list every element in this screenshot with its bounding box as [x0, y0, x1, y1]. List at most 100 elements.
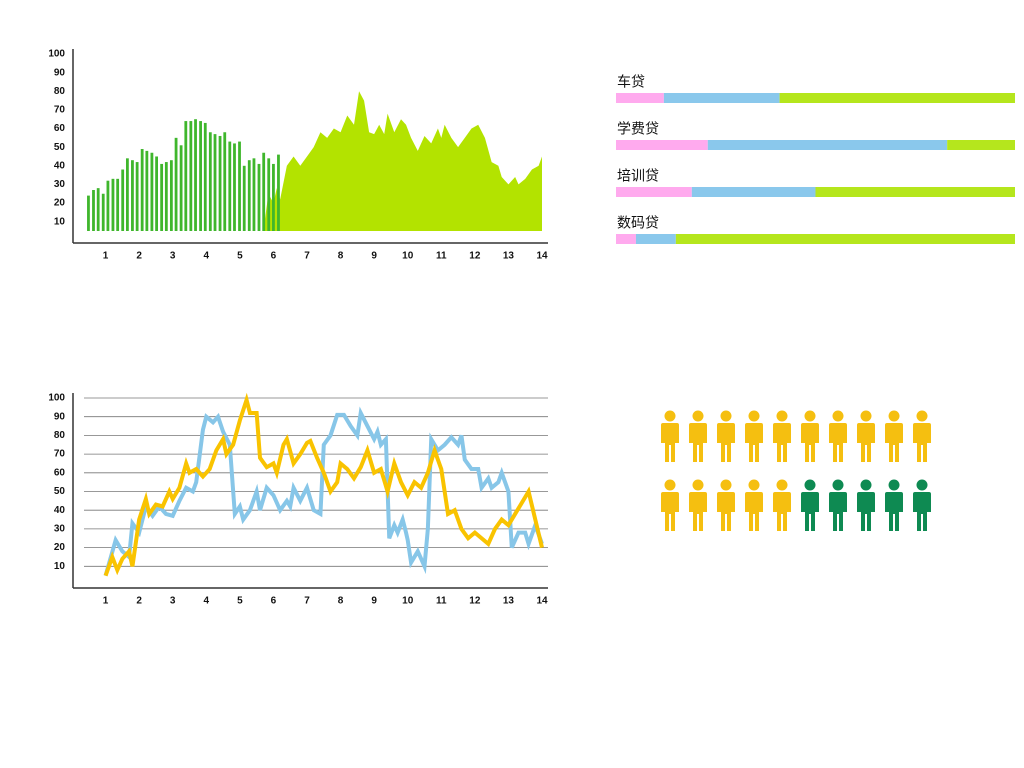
x-tick-label: 2 — [136, 251, 142, 262]
icon-head — [776, 479, 788, 491]
icon-body — [773, 423, 791, 462]
x-tick-label: 12 — [469, 596, 481, 607]
bar-segment — [691, 187, 816, 197]
icon-head — [776, 410, 788, 422]
category-label: 培训贷 — [617, 168, 659, 184]
bar-segment — [675, 234, 1015, 244]
icon-body — [689, 423, 707, 462]
bar-segment — [815, 187, 1015, 197]
icon-body — [885, 492, 903, 531]
bar-segment — [616, 140, 708, 150]
line — [103, 406, 544, 577]
bar — [184, 121, 188, 231]
icon-head — [720, 479, 732, 491]
x-tick-label: 1 — [103, 596, 109, 607]
y-tick-label: 20 — [54, 198, 66, 209]
bar — [272, 163, 275, 231]
icon-head — [664, 410, 676, 422]
bar — [267, 158, 271, 231]
icon-body — [661, 492, 679, 531]
category-label: 数码贷 — [617, 215, 659, 231]
person-icon — [801, 410, 819, 462]
icon-head — [748, 410, 760, 422]
y-tick-label: 60 — [54, 123, 66, 134]
bar — [160, 163, 164, 231]
bar — [199, 121, 202, 231]
x-tick-label: 14 — [536, 251, 548, 262]
bar — [179, 145, 183, 231]
y-tick-label: 50 — [54, 486, 66, 497]
icon-body — [829, 423, 847, 462]
person-icon — [885, 410, 903, 462]
bar — [223, 132, 227, 231]
person-icon — [745, 479, 763, 531]
icon-body — [773, 492, 791, 531]
x-tick-label: 12 — [469, 251, 481, 262]
y-tick-label: 90 — [54, 411, 66, 422]
x-tick-label: 13 — [503, 251, 515, 262]
y-tick-label: 20 — [54, 542, 66, 553]
x-tick-label: 8 — [338, 596, 344, 607]
x-tick-label: 9 — [371, 596, 377, 607]
bar — [135, 162, 139, 231]
icon-head — [832, 410, 844, 422]
person-icon — [745, 410, 763, 462]
person-icon — [689, 410, 707, 462]
bar — [213, 134, 217, 231]
x-tick-label: 4 — [204, 596, 210, 607]
category-label: 车贷 — [617, 74, 645, 90]
bar — [87, 195, 90, 231]
bar-segment — [635, 234, 676, 244]
bar — [277, 154, 280, 231]
icon-head — [888, 479, 900, 491]
icon-head — [832, 479, 844, 491]
x-tick-label: 5 — [237, 251, 243, 262]
icon-head — [916, 479, 928, 491]
icon-body — [745, 492, 763, 531]
bar — [121, 169, 125, 231]
person-icon — [801, 479, 819, 531]
y-tick-label: 30 — [54, 524, 66, 535]
bar — [194, 119, 197, 231]
y-tick-label: 90 — [54, 67, 66, 78]
person-icon — [717, 410, 735, 462]
bar — [228, 141, 232, 231]
bar-segment — [616, 234, 636, 244]
bar — [174, 137, 178, 231]
icon-body — [717, 492, 735, 531]
icon-head — [888, 410, 900, 422]
x-tick-label: 13 — [503, 596, 515, 607]
y-tick-label: 70 — [54, 449, 66, 460]
bar — [155, 156, 158, 231]
person-icon — [913, 479, 931, 531]
person-icon — [913, 410, 931, 462]
x-tick-label: 4 — [204, 251, 210, 262]
person-icon — [773, 479, 791, 531]
icon-head — [804, 479, 816, 491]
x-tick-label: 11 — [436, 251, 447, 262]
icon-head — [692, 479, 704, 491]
icon-body — [689, 492, 707, 531]
bar — [203, 122, 207, 231]
icon-body — [717, 423, 735, 462]
bar — [150, 152, 154, 231]
bar — [262, 152, 266, 231]
icon-body — [801, 492, 819, 531]
y-tick-label: 70 — [54, 105, 66, 116]
bar — [208, 132, 212, 231]
bar — [169, 160, 173, 231]
person-icon — [857, 479, 875, 531]
person-icon — [661, 410, 679, 462]
y-tick-label: 60 — [54, 467, 66, 478]
person-icon — [689, 479, 707, 531]
bar — [247, 160, 251, 231]
icon-body — [885, 423, 903, 462]
bar — [106, 180, 110, 231]
bar — [218, 135, 222, 231]
person-icon — [773, 410, 791, 462]
x-tick-label: 3 — [170, 251, 176, 262]
icon-body — [857, 423, 875, 462]
x-tick-label: 7 — [304, 596, 310, 607]
icon-head — [804, 410, 816, 422]
line — [103, 392, 544, 577]
